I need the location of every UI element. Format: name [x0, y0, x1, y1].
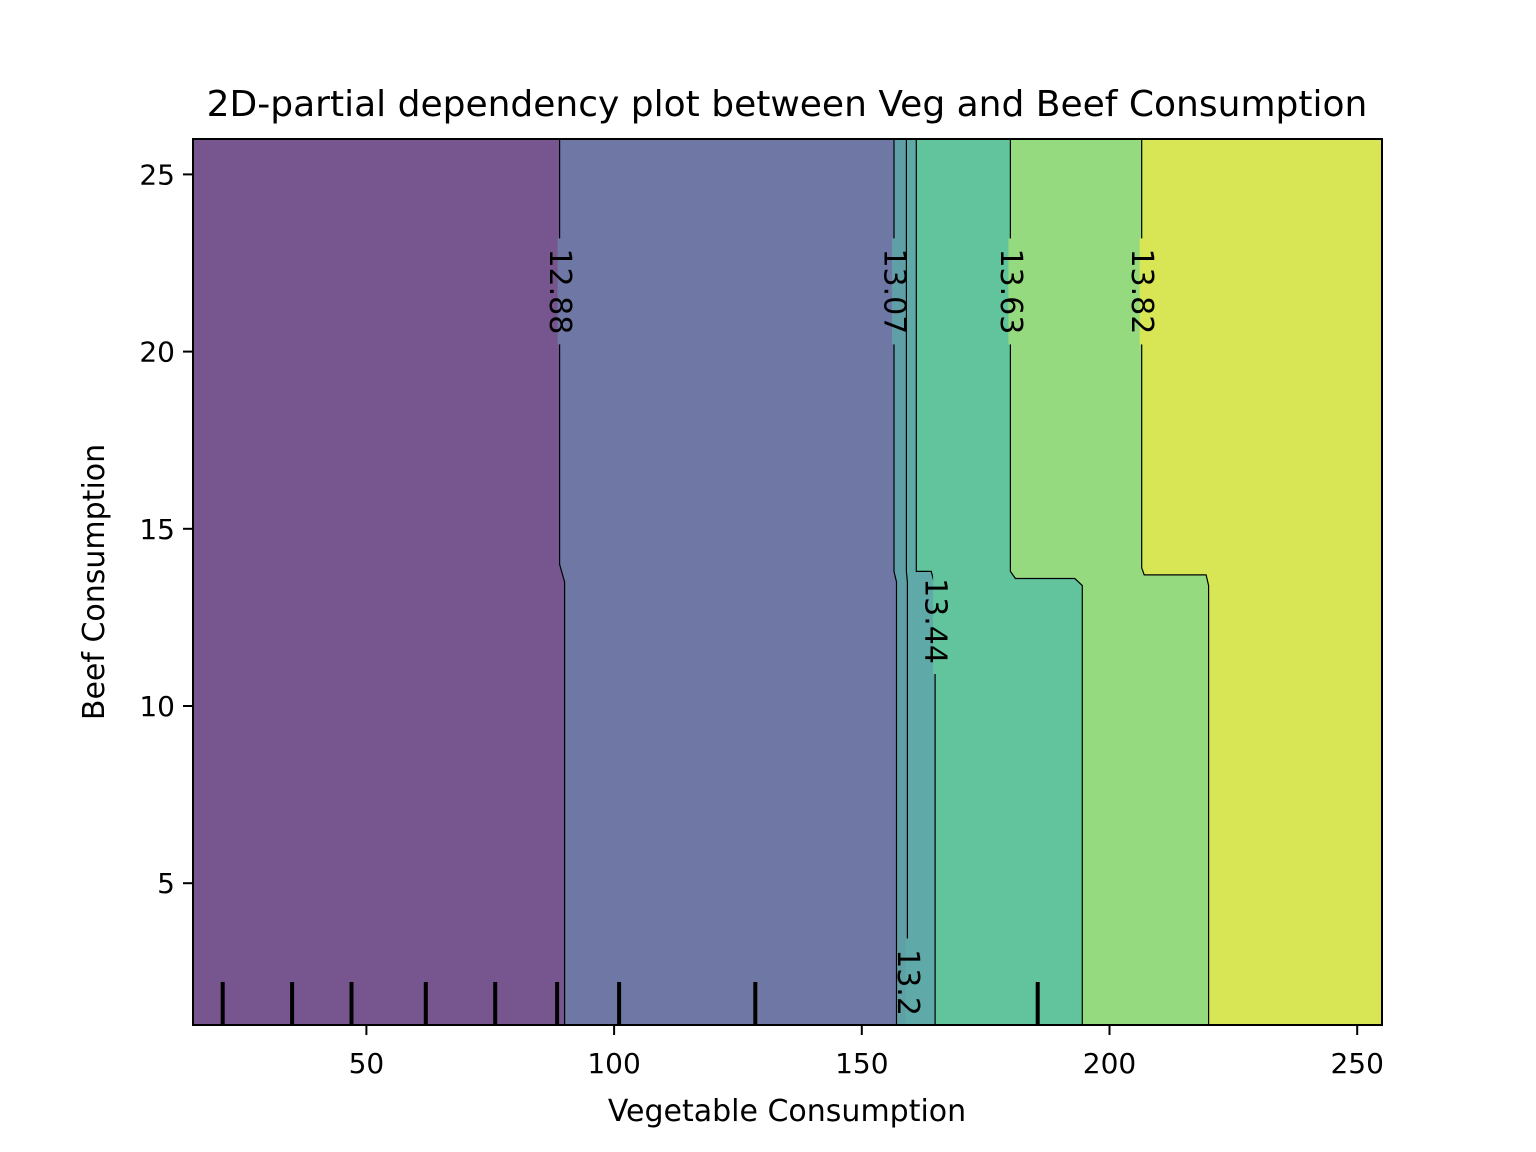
contour-label-gap-13.44 [933, 568, 938, 674]
x-tick-label-100: 100 [587, 1047, 640, 1080]
contour-label-gap-13.07 [892, 238, 896, 345]
contour-label-13.82: 13.82 [1124, 248, 1159, 334]
y-axis-ticks: 5 10 15 20 25 [139, 158, 193, 900]
contour-label-gap-12.88 [557, 238, 562, 345]
chart-title: 2D-partial dependency plot between Veg a… [207, 84, 1368, 125]
contour-label-12.88: 12.88 [542, 248, 577, 334]
contour-line-12.88 [558, 139, 566, 1025]
contour-label-13.44: 13.44 [918, 578, 953, 664]
decile-marks [220, 982, 1040, 1025]
contour-label-13.07: 13.07 [877, 248, 912, 334]
contour-line-13.63 [1009, 139, 1083, 1025]
y-tick-label-10: 10 [139, 690, 175, 723]
x-axis-label: Vegetable Consumption [608, 1094, 966, 1129]
y-tick-label-5: 5 [157, 867, 175, 900]
contour-label-13.2: 13.2 [890, 949, 925, 1016]
contour-label-gap-13.82 [1139, 238, 1144, 345]
x-axis-ticks: 50 100 150 200 250 [349, 1025, 1384, 1080]
x-tick-label-150: 150 [835, 1047, 888, 1080]
y-axis-label: Beef Consumption [77, 444, 112, 720]
plot-frame [192, 138, 1383, 1026]
y-tick-label-20: 20 [139, 336, 175, 369]
contour-line-13.07 [893, 139, 898, 1025]
x-tick-label-50: 50 [349, 1047, 385, 1080]
y-tick-label-15: 15 [139, 513, 175, 546]
x-tick-label-250: 250 [1330, 1047, 1383, 1080]
contour-label-gap-13.63 [1008, 238, 1013, 345]
contour-lines [558, 139, 1210, 1025]
contour-label-13.63: 13.63 [993, 248, 1028, 334]
contour-line-13.2 [905, 139, 909, 1025]
contour-region-1 [559, 138, 897, 1026]
contour-line-13.82 [1141, 139, 1210, 1025]
y-tick-label-25: 25 [139, 158, 175, 191]
contour-regions [192, 138, 1383, 1026]
contour-line-13.44 [915, 139, 936, 1025]
contour-labels: 12.88 13.07 13.2 13.44 13.63 13.82 [542, 238, 1159, 1025]
contour-region-0 [192, 138, 565, 1026]
contour-label-gap-13.2 [905, 938, 910, 1025]
x-tick-label-200: 200 [1083, 1047, 1136, 1080]
